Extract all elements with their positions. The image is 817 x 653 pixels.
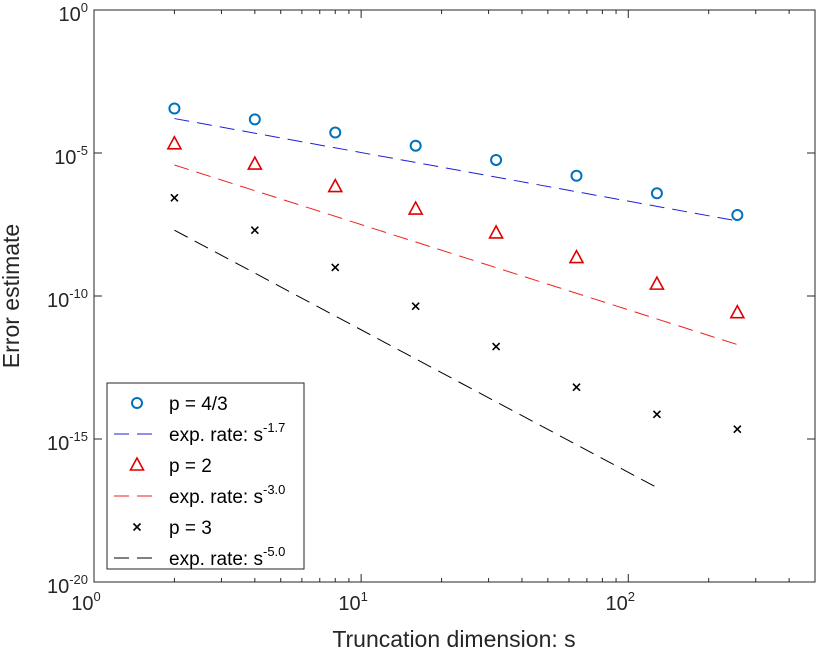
data-point: [729, 304, 746, 319]
x-tick-label-base: 10: [71, 593, 93, 615]
data-point: [568, 248, 585, 264]
legend-entry-name: p = 2: [169, 456, 212, 477]
y-tick-label-base: 10: [54, 147, 76, 169]
legend-entry-name: exp. rate: s: [169, 487, 263, 508]
y-tick-label-base: 10: [47, 433, 69, 455]
x-tick-label: 102: [606, 589, 635, 615]
data-point: [650, 187, 663, 200]
y-tick-label: 10-5: [54, 143, 88, 169]
data-point: [492, 342, 501, 351]
data-point: [170, 193, 179, 202]
data-point: [490, 153, 503, 166]
legend-marker: [131, 397, 143, 409]
series-layer: [166, 102, 746, 489]
data-point: [649, 275, 665, 290]
y-tick-label-exponent: -20: [69, 572, 88, 587]
legend-entry: exp. rate: s-1.7: [169, 420, 285, 446]
x-axis-label: Truncation dimension: s: [332, 626, 575, 652]
y-tick-label: 10-15: [47, 429, 88, 455]
data-point: [409, 139, 422, 152]
data-point: [168, 102, 181, 115]
legend-marker: [132, 522, 142, 532]
y-tick-label: 100: [59, 0, 88, 26]
legend-entry-name: p = 4/3: [169, 394, 228, 415]
data-point: [411, 302, 420, 311]
rate-line: [174, 118, 738, 222]
data-point: [248, 113, 261, 126]
y-tick-label-exponent: -15: [69, 429, 88, 444]
legend-entry: p = 4/3: [169, 394, 228, 415]
legend-entry-exponent: -5.0: [263, 544, 285, 559]
data-point: [733, 425, 742, 434]
x-tick-label-base: 10: [338, 593, 360, 615]
y-tick-label-base: 10: [59, 4, 81, 26]
data-point: [570, 169, 583, 182]
y-tick-label: 10-20: [47, 572, 88, 598]
x-tick-label: 100: [71, 589, 100, 615]
legend-entry-exponent: -1.7: [263, 420, 285, 435]
legend-entry: exp. rate: s-3.0: [169, 482, 285, 508]
rate-line: [174, 164, 738, 346]
legend-entry: p = 3: [169, 518, 212, 539]
x-tick-label: 101: [338, 589, 367, 615]
data-point: [327, 177, 344, 193]
y-axis-label: Error estimate: [0, 224, 24, 368]
x-tick-label-exponent: 2: [628, 589, 635, 604]
y-tick-label-base: 10: [47, 576, 69, 598]
y-tick-label-exponent: 0: [81, 0, 88, 15]
x-axis: 100 101 102: [71, 10, 816, 615]
data-point: [652, 410, 661, 419]
x-tick-label-exponent: 1: [361, 589, 368, 604]
legend-entry: exp. rate: s-5.0: [169, 544, 285, 570]
legend-entry-exponent: -3.0: [263, 482, 285, 497]
data-point: [166, 135, 183, 150]
data-point: [250, 226, 259, 235]
y-tick-label-base: 10: [47, 290, 69, 312]
legend-entry: p = 2: [169, 456, 212, 477]
y-tick-label-exponent: -10: [69, 286, 88, 301]
x-tick-label-base: 10: [606, 593, 628, 615]
legend-box: [106, 382, 305, 570]
data-point: [246, 155, 263, 170]
data-point: [407, 200, 424, 215]
data-point: [331, 263, 340, 272]
x-tick-label-exponent: 0: [94, 589, 101, 604]
data-point: [572, 383, 581, 392]
y-tick-label-exponent: -5: [76, 143, 88, 158]
y-tick-label: 10-10: [47, 286, 88, 312]
data-point: [488, 224, 504, 239]
legend-entry-name: exp. rate: s: [169, 425, 263, 446]
legend-entry-name: exp. rate: s: [169, 549, 263, 570]
data-point: [329, 126, 342, 139]
legend-entry-name: p = 3: [169, 518, 212, 539]
legend-marker: [129, 456, 145, 471]
data-point: [731, 208, 744, 221]
